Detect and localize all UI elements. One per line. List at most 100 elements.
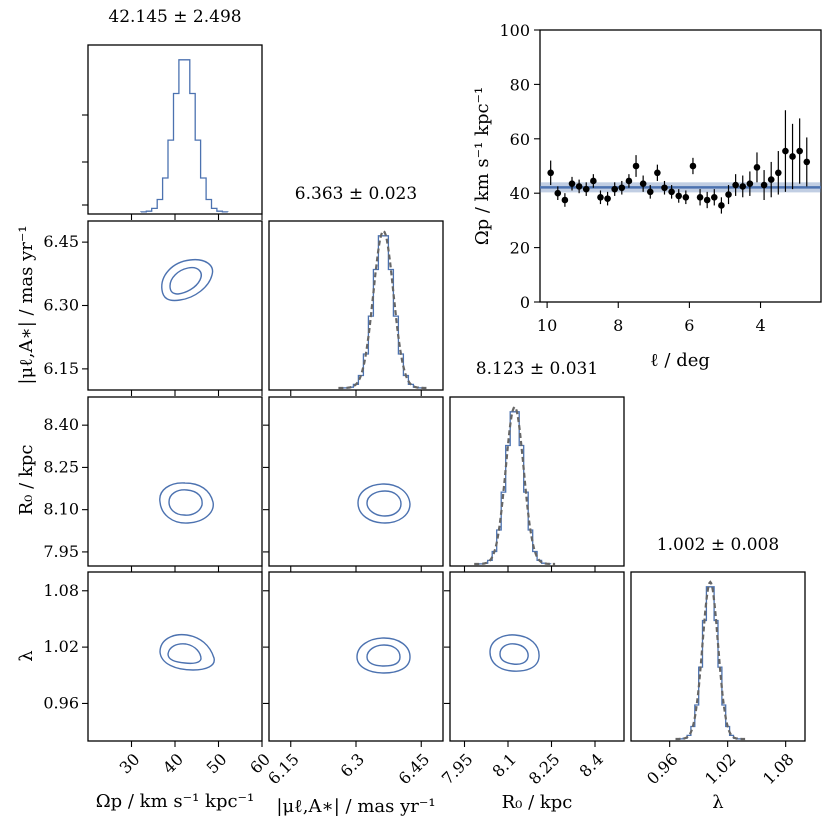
data-point	[703, 196, 711, 204]
data-point	[590, 177, 597, 185]
data-point	[696, 193, 704, 201]
contours-r0-vs-mu	[357, 483, 411, 524]
contours-lambda-vs-r0	[489, 634, 540, 672]
data-point	[597, 193, 604, 201]
ytick-label: 60	[510, 130, 530, 149]
histogram-layer	[140, 59, 746, 741]
ytick-label: 8.10	[43, 500, 79, 519]
ytick-label: 0.96	[43, 693, 79, 712]
data-point	[625, 177, 633, 185]
panel-hist-lambda	[630, 571, 806, 742]
tick-layer: 30 40 50 606.15 6.3 6.45 7.95 8.1 8.25 8.4 0.96 1.0…	[43, 114, 798, 789]
ylabel-lambda: λ	[16, 650, 37, 661]
xtick-label: 1.02	[701, 750, 740, 789]
data-point	[661, 184, 668, 192]
title-omega: 42.145 ± 2.498	[108, 7, 241, 27]
data-point	[710, 193, 718, 201]
ytick-label: 1.02	[43, 637, 79, 656]
xtick-label: 6.3	[337, 750, 368, 781]
data-point	[639, 180, 647, 187]
ytick-label: 8.40	[43, 415, 79, 434]
ytick-label: 1.08	[43, 581, 79, 600]
xtick-label: 10	[537, 316, 557, 335]
ylabel-r0: R₀ / kpc	[16, 445, 37, 516]
xtick-label: 8.4	[576, 750, 607, 781]
data-point	[654, 169, 661, 177]
histogram-hist-mu	[342, 235, 425, 389]
xlabel-r0: R₀ / kpc	[502, 792, 573, 813]
data-point	[767, 176, 775, 183]
ytick-label: 7.95	[43, 542, 79, 561]
gaussian-fit-hist-r0	[474, 405, 556, 566]
ytick-label: 6.15	[43, 359, 79, 378]
panel-mu-vs-omega	[87, 220, 263, 391]
xlabel-ell: ℓ / deg	[650, 350, 710, 371]
panel-r0-vs-omega	[87, 396, 263, 567]
xtick-label: 30	[116, 750, 144, 778]
xlabel-mu: |μℓ,A∗| / mas yr⁻¹	[276, 796, 435, 817]
data-point	[668, 188, 675, 196]
panel-hist-mu	[268, 220, 444, 391]
contours-mu-vs-omega	[161, 258, 214, 302]
data-point	[689, 162, 697, 170]
ytick-label: 20	[510, 239, 530, 258]
contours-lambda-vs-omega	[159, 633, 215, 671]
data-point	[732, 181, 739, 189]
data-point	[632, 162, 640, 170]
data-point	[775, 169, 782, 177]
contours-lambda-vs-mu	[356, 637, 411, 674]
histogram-hist-r0	[478, 411, 552, 565]
ytick-label: 8.25	[43, 457, 79, 476]
xtick-label: 8.25	[525, 750, 564, 789]
data-point	[575, 183, 583, 190]
title-lambda: 1.002 ± 0.008	[657, 535, 779, 555]
data-point	[718, 202, 725, 209]
contours-r0-vs-omega	[159, 482, 214, 524]
ytick-label: 100	[499, 21, 530, 40]
data-point	[803, 158, 811, 166]
data-point	[611, 185, 618, 193]
data-point	[547, 169, 554, 177]
xtick-label: 6	[684, 316, 694, 335]
data-point	[675, 192, 683, 200]
ytick-label: 80	[510, 75, 530, 94]
xlabel-omega: Ωp / km s⁻¹ kpc⁻¹	[96, 791, 255, 812]
title-r0: 8.123 ± 0.031	[476, 359, 598, 379]
panel-lambda-vs-omega	[87, 571, 263, 742]
data-point	[646, 188, 654, 196]
ytick-label: 6.30	[43, 296, 79, 315]
data-point	[725, 191, 732, 198]
data-point	[682, 193, 690, 201]
ylabel-mu: |μℓ,A∗| / mas yr⁻¹	[16, 225, 37, 384]
title-mu: 6.363 ± 0.023	[295, 184, 417, 204]
data-point	[753, 164, 761, 171]
ytick-label: 0	[520, 293, 530, 312]
gaussian-fit-hist-lambda	[675, 580, 746, 741]
xtick-label: 7.95	[438, 750, 477, 789]
histogram-hist-omega	[140, 59, 229, 213]
data-point	[554, 189, 562, 197]
data-point	[582, 185, 590, 193]
data-point	[568, 180, 576, 187]
panel-r0-vs-mu	[268, 396, 444, 567]
histogram-hist-lambda	[678, 586, 742, 740]
data-point	[618, 184, 626, 192]
data-point	[604, 195, 611, 202]
ylabel-pattern-speed: Ωp / km s⁻¹ kpc⁻¹	[472, 87, 493, 246]
ytick-label: 6.45	[43, 232, 79, 251]
data-point	[746, 180, 754, 187]
panel-pattern-speed	[539, 29, 822, 303]
xtick-label: 40	[159, 750, 187, 778]
data-point	[796, 147, 803, 155]
data-point	[760, 181, 768, 189]
xtick-label: 4	[755, 316, 765, 335]
panel-lambda-vs-mu	[268, 571, 444, 742]
data-point	[789, 153, 796, 160]
ytick-label: 40	[510, 184, 530, 203]
xtick-label: 1.08	[759, 750, 798, 789]
panel-lambda-vs-r0	[449, 571, 625, 742]
xtick-label: 8.1	[489, 750, 520, 781]
panel-hist-r0	[449, 396, 625, 567]
xlabel-lambda: λ	[712, 792, 723, 813]
